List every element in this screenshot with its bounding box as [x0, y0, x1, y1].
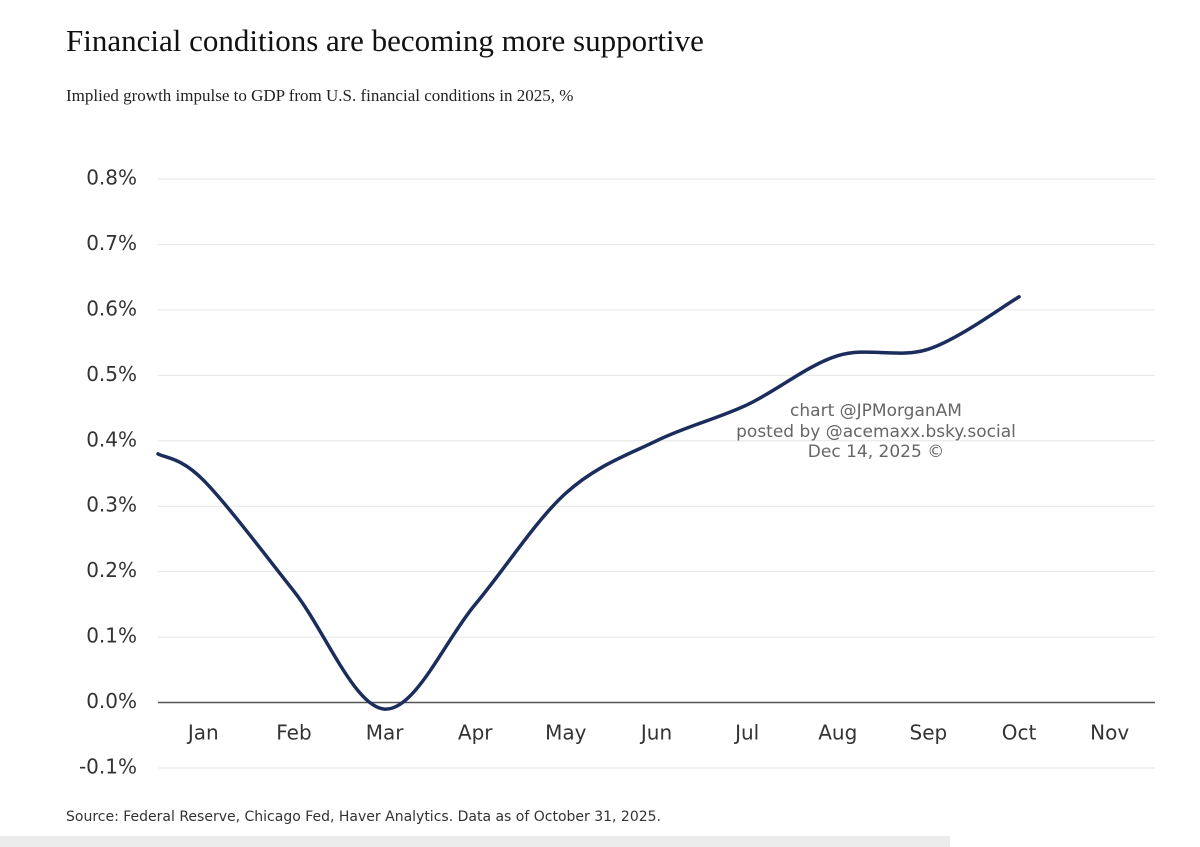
y-tick-label: 0.5%: [86, 362, 137, 386]
y-tick-label: 0.0%: [86, 689, 137, 713]
chart-title: Financial conditions are becoming more s…: [66, 23, 704, 58]
watermark: chart @JPMorganAM posted by @acemaxx.bsk…: [736, 401, 1016, 462]
line: [156, 295, 1021, 711]
x-tick-label: May: [545, 721, 587, 745]
y-tick-label: -0.1%: [79, 755, 137, 779]
x-tick-label: Mar: [366, 721, 405, 745]
source: Source: Federal Reserve, Chicago Fed, Ha…: [66, 809, 661, 825]
x-tick-label: Feb: [276, 721, 311, 745]
x-tick-label: Jun: [639, 721, 672, 745]
x-tick-label: Sep: [910, 721, 948, 745]
x-tick-label: Nov: [1090, 721, 1129, 745]
y-tick-label: 0.6%: [86, 296, 137, 320]
annotation: Dec 14, 2025 ©: [808, 442, 944, 462]
bottom-bar: [0, 836, 950, 847]
annotation: chart @JPMorganAM: [790, 401, 962, 421]
y-tick-label: 0.2%: [86, 558, 137, 582]
y-tick-label: 0.1%: [86, 624, 137, 648]
x-tick-label: Aug: [818, 721, 857, 745]
x-tick-label: Apr: [458, 721, 493, 745]
x-tick-label: Jul: [733, 721, 759, 745]
y-tick-label: 0.4%: [86, 427, 137, 451]
x-tick-label: Oct: [1002, 721, 1037, 745]
chart-subtitle: Implied growth impulse to GDP from U.S. …: [66, 86, 573, 105]
x-tick-label: Jan: [186, 721, 219, 745]
y-tick-label: 0.7%: [86, 231, 137, 255]
y-tick-label: 0.3%: [86, 493, 137, 517]
annotation: posted by @acemaxx.bsky.social: [736, 422, 1016, 442]
y-tick-label: 0.8%: [86, 166, 137, 190]
